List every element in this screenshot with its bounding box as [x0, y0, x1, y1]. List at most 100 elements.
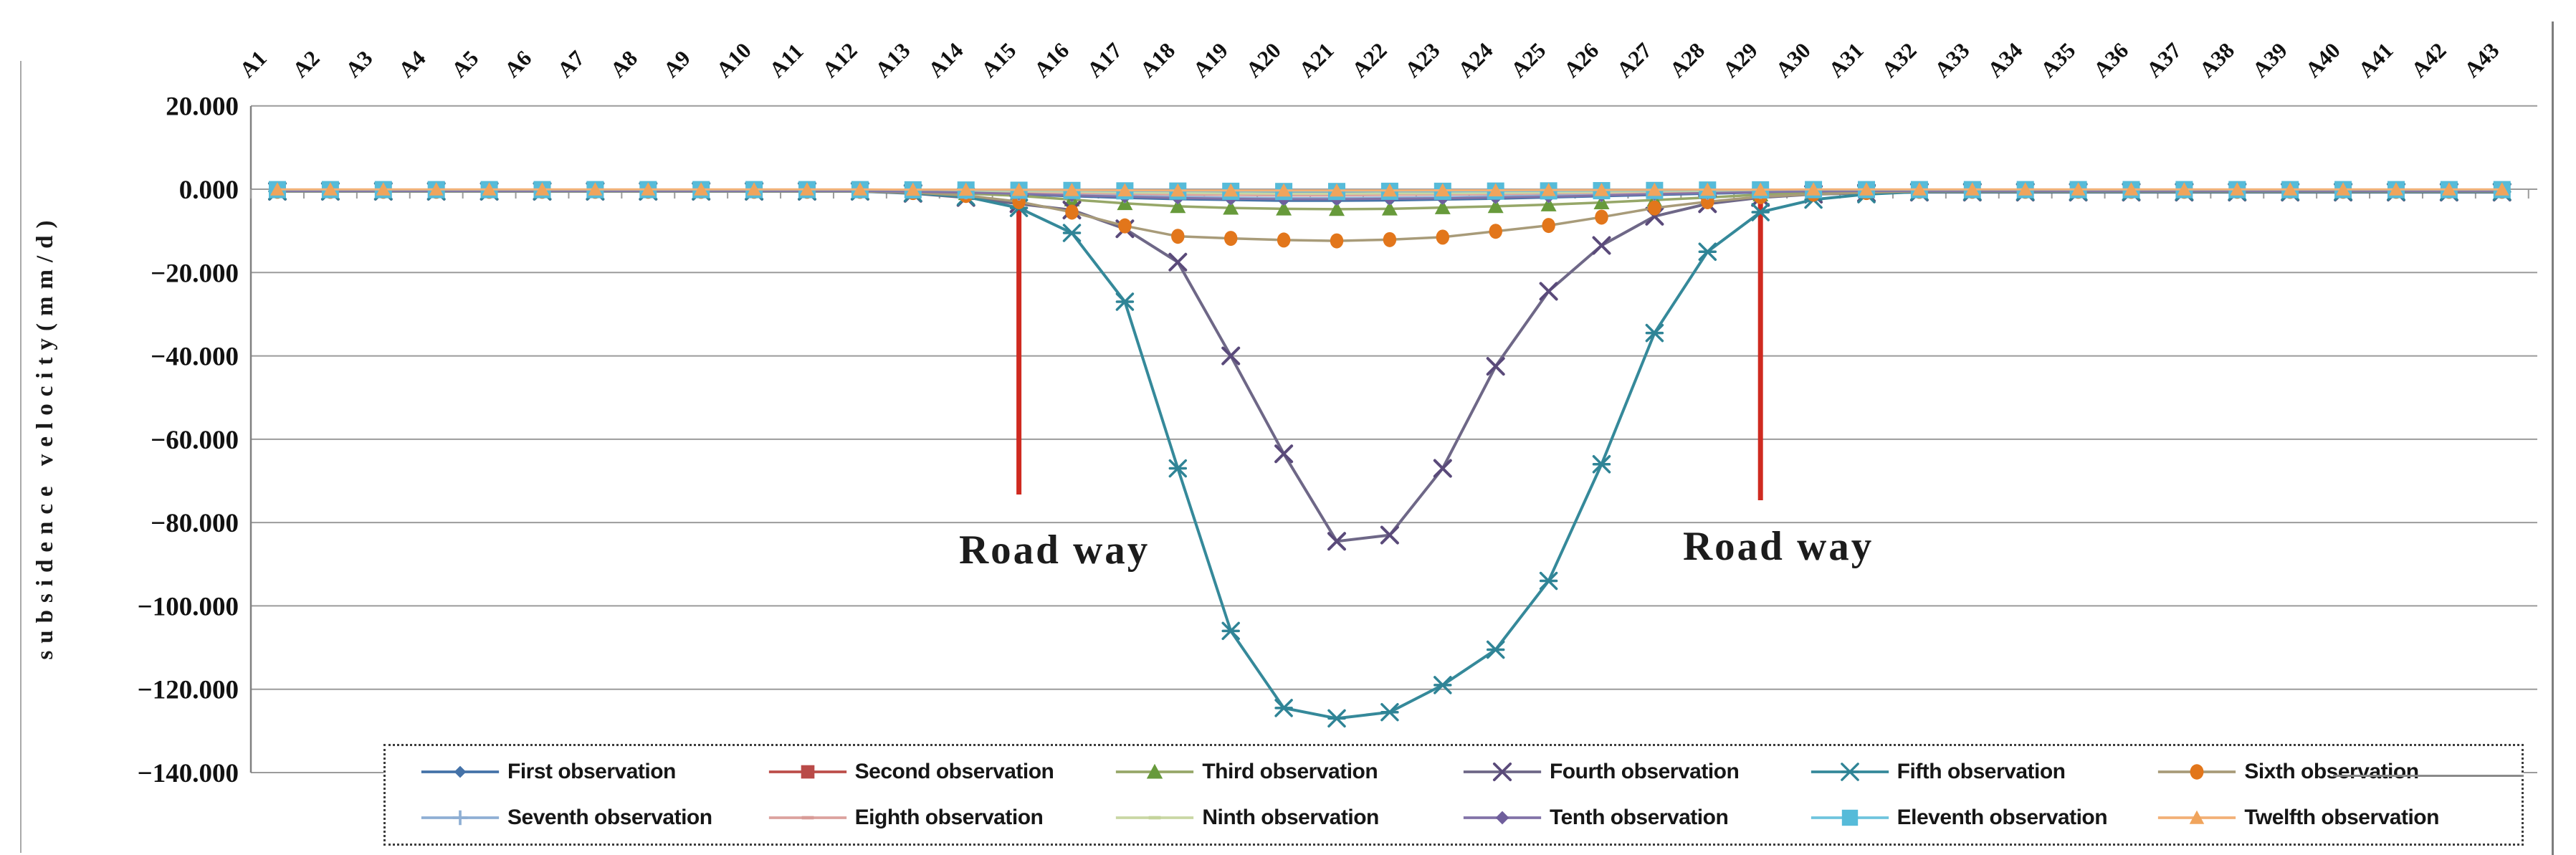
circle-marker	[2190, 764, 2204, 780]
triangle-marker	[2124, 182, 2139, 196]
x-marker	[1274, 444, 1294, 464]
diamond-marker	[454, 765, 467, 778]
legend-extra-series-line	[2333, 775, 2524, 777]
series-line	[277, 189, 2502, 720]
circle-marker	[1648, 200, 1661, 216]
star-marker	[1115, 292, 1135, 311]
legend-item-eleventh: Eleventh observation	[1810, 803, 2157, 832]
x-marker	[1168, 252, 1188, 272]
star-marker	[1698, 242, 1717, 261]
star-marker	[1645, 323, 1664, 343]
legend-item-third: Third observation	[1115, 758, 1462, 786]
legend-item-second: Second observation	[768, 758, 1115, 786]
x-axis-label: A28	[1665, 37, 1710, 82]
triangle-marker	[1965, 182, 1980, 196]
legend-item-twelfth: Twelfth observation	[2157, 803, 2504, 832]
x-axis-label: A25	[1506, 37, 1551, 82]
star-marker	[1592, 454, 1611, 474]
x-axis-label: A30	[1770, 37, 1816, 82]
triangle-marker	[1276, 201, 1292, 216]
x-axis-label: A26	[1559, 37, 1604, 82]
legend-swatch-plus-icon	[421, 810, 500, 826]
x-axis-label: A29	[1717, 37, 1762, 82]
legend-swatch-square-icon	[768, 765, 846, 779]
triangle-marker	[1487, 198, 1504, 214]
x-axis-label: A4	[393, 45, 431, 82]
circle-marker	[1223, 231, 1238, 247]
triangle-marker	[1435, 183, 1450, 196]
legend-label: Second observation	[854, 760, 1054, 783]
triangle-marker	[2071, 182, 2086, 196]
triangle-marker	[376, 182, 391, 196]
y-axis-title: subsidence velocity(mm/d)	[32, 213, 58, 660]
x-axis-label: A7	[553, 45, 590, 82]
x-axis-label: A11	[764, 39, 808, 82]
star-marker	[1539, 571, 1558, 591]
x-axis-label: A27	[1612, 37, 1657, 82]
x-marker	[1433, 459, 1452, 478]
triangle-marker	[2441, 182, 2456, 196]
figure-right-border	[2552, 22, 2554, 855]
triangle-marker	[1011, 182, 1026, 196]
triangle-marker	[588, 182, 603, 196]
triangle-marker	[1540, 196, 1557, 211]
x-axis-labels: A1 A2 A3 A4 A5 A6 A7 A8 A9 A10 A11 A12 A13 A14 A15 A16 A…	[234, 37, 2504, 82]
x-axis-label: A3	[340, 45, 378, 82]
x-axis-label: A35	[2036, 37, 2081, 82]
star-marker	[1221, 621, 1240, 641]
triangle-marker	[2230, 182, 2245, 196]
legend-item-sixth: Sixth observation	[2157, 758, 2504, 786]
legend-swatch-square-icon	[1811, 809, 1889, 826]
triangle-marker	[535, 182, 550, 196]
star-marker	[1168, 459, 1188, 478]
legend-label: Eleventh observation	[1897, 806, 2108, 829]
x-axis-label: A33	[1929, 37, 1975, 82]
x-axis-label: A40	[2300, 37, 2345, 82]
x-marker	[1539, 282, 1558, 301]
x-marker	[1592, 236, 1611, 255]
roadway-annotation-right: Road way	[1683, 524, 1874, 569]
triangle-marker	[1170, 183, 1186, 197]
x-axis-label: A36	[2089, 37, 2134, 82]
circle-marker	[1489, 224, 1502, 239]
x-axis-label: A16	[1029, 37, 1074, 82]
circle-marker	[1436, 229, 1450, 245]
x-axis-label: A8	[606, 45, 643, 82]
triangle-marker	[1147, 763, 1163, 779]
diamond-marker	[1495, 811, 1509, 825]
plus-marker	[452, 810, 468, 826]
circle-marker	[1277, 232, 1291, 248]
triangle-marker	[1541, 183, 1556, 196]
circle-marker	[1118, 218, 1132, 234]
circle-marker	[1171, 229, 1185, 244]
legend-swatch-triangle-icon	[1116, 763, 1194, 779]
triangle-marker	[1594, 183, 1609, 196]
x-axis-label: A21	[1294, 37, 1339, 82]
triangle-marker	[1117, 183, 1132, 196]
triangle-marker	[1434, 199, 1451, 214]
x-axis-label: A19	[1188, 37, 1233, 82]
x-axis-label: A22	[1347, 37, 1392, 82]
triangle-marker	[1488, 183, 1503, 196]
x-marker	[1492, 762, 1512, 782]
legend-item-eighth: Eighth observation	[768, 803, 1115, 832]
y-axis-label: −60.000	[151, 426, 239, 455]
triangle-marker	[1277, 183, 1292, 197]
triangle-marker	[1382, 183, 1397, 197]
x-axis-label: A34	[1983, 37, 2028, 82]
x-marker	[1221, 346, 1241, 366]
triangle-marker	[2389, 182, 2403, 196]
star-marker	[1062, 224, 1082, 242]
legend-item-ninth: Ninth observation	[1115, 803, 1462, 832]
x-axis-label: A13	[870, 37, 915, 82]
star-marker	[1380, 702, 1399, 722]
gridlines	[251, 105, 2537, 774]
x-axis-label: A9	[658, 45, 695, 82]
triangle-marker	[1330, 183, 1344, 197]
circle-marker	[1330, 233, 1344, 249]
x-axis-label: A39	[2247, 37, 2292, 82]
triangle-marker	[2190, 810, 2205, 824]
x-axis-label: A17	[1082, 37, 1127, 82]
series-fifth-observation	[268, 182, 2511, 728]
